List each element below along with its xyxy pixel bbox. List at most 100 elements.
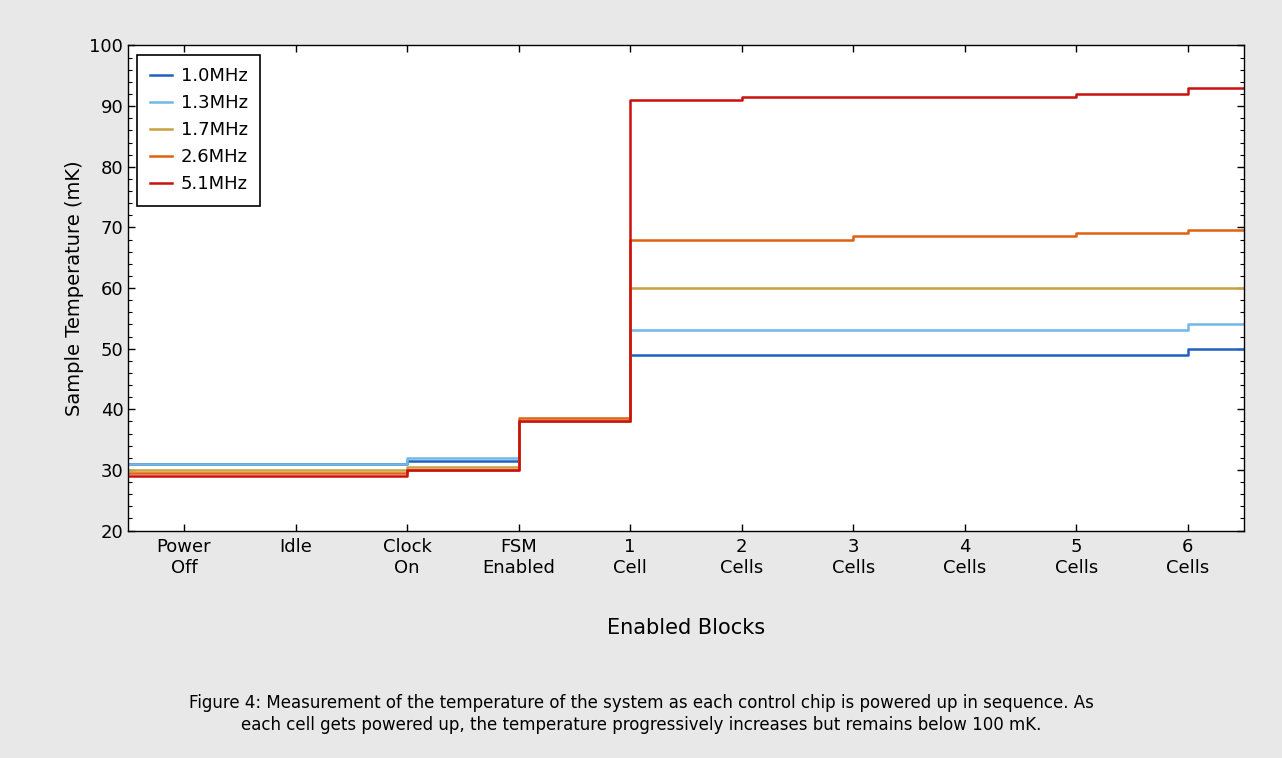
2.6MHz xyxy=(623,414,638,423)
1.3MHz xyxy=(956,326,972,335)
1.7MHz xyxy=(623,417,638,426)
1.0MHz xyxy=(1236,344,1251,353)
5.1MHz xyxy=(287,471,303,481)
1.0MHz xyxy=(1179,344,1195,353)
1.7MHz xyxy=(846,283,862,293)
1.0MHz xyxy=(1179,350,1195,359)
1.3MHz xyxy=(733,326,749,335)
1.0MHz xyxy=(287,459,303,468)
Line: 1.7MHz: 1.7MHz xyxy=(128,288,1244,470)
1.0MHz xyxy=(400,459,415,468)
5.1MHz xyxy=(846,92,862,102)
Text: 1
Cell: 1 Cell xyxy=(613,538,647,577)
Text: Idle: Idle xyxy=(279,538,312,556)
5.1MHz xyxy=(733,96,749,105)
1.0MHz xyxy=(956,350,972,359)
Line: 5.1MHz: 5.1MHz xyxy=(128,88,1244,476)
Text: Figure 4: Measurement of the temperature of the system as each control chip is p: Figure 4: Measurement of the temperature… xyxy=(188,694,1094,712)
5.1MHz xyxy=(1069,89,1085,99)
1.3MHz xyxy=(510,453,526,462)
1.7MHz xyxy=(846,283,862,293)
Text: 6
Cells: 6 Cells xyxy=(1167,538,1209,577)
1.0MHz xyxy=(510,456,526,465)
1.3MHz xyxy=(846,326,862,335)
2.6MHz xyxy=(121,468,136,478)
Text: 4
Cells: 4 Cells xyxy=(944,538,986,577)
1.7MHz xyxy=(1179,283,1195,293)
1.3MHz xyxy=(846,326,862,335)
1.3MHz xyxy=(623,417,638,426)
2.6MHz xyxy=(400,468,415,478)
2.6MHz xyxy=(510,465,526,475)
1.3MHz xyxy=(846,326,862,335)
1.0MHz xyxy=(1069,350,1085,359)
1.7MHz xyxy=(956,283,972,293)
1.0MHz xyxy=(1179,350,1195,359)
1.7MHz xyxy=(510,462,526,471)
1.7MHz xyxy=(1069,283,1085,293)
5.1MHz xyxy=(510,465,526,475)
1.0MHz xyxy=(400,459,415,468)
1.3MHz xyxy=(956,326,972,335)
1.7MHz xyxy=(1179,283,1195,293)
1.3MHz xyxy=(400,453,415,462)
2.6MHz xyxy=(400,465,415,475)
1.0MHz xyxy=(1069,350,1085,359)
1.0MHz xyxy=(510,417,526,426)
2.6MHz xyxy=(733,235,749,244)
1.0MHz xyxy=(623,417,638,426)
1.3MHz xyxy=(287,459,303,468)
5.1MHz xyxy=(846,92,862,102)
1.3MHz xyxy=(177,459,192,468)
1.7MHz xyxy=(400,465,415,475)
2.6MHz xyxy=(400,468,415,478)
2.6MHz xyxy=(287,468,303,478)
1.0MHz xyxy=(846,350,862,359)
1.7MHz xyxy=(1179,283,1195,293)
1.0MHz xyxy=(177,459,192,468)
1.3MHz xyxy=(623,417,638,426)
Y-axis label: Sample Temperature (mK): Sample Temperature (mK) xyxy=(65,160,83,416)
2.6MHz xyxy=(510,414,526,423)
1.7MHz xyxy=(400,462,415,471)
2.6MHz xyxy=(846,235,862,244)
1.3MHz xyxy=(1179,326,1195,335)
1.7MHz xyxy=(287,465,303,475)
5.1MHz xyxy=(510,465,526,475)
Legend: 1.0MHz, 1.3MHz, 1.7MHz, 2.6MHz, 5.1MHz: 1.0MHz, 1.3MHz, 1.7MHz, 2.6MHz, 5.1MHz xyxy=(137,55,260,206)
1.3MHz xyxy=(733,326,749,335)
1.3MHz xyxy=(1069,326,1085,335)
1.0MHz xyxy=(121,459,136,468)
Line: 1.0MHz: 1.0MHz xyxy=(128,349,1244,464)
1.0MHz xyxy=(510,456,526,465)
1.7MHz xyxy=(623,283,638,293)
2.6MHz xyxy=(623,414,638,423)
1.7MHz xyxy=(1069,283,1085,293)
5.1MHz xyxy=(1179,89,1195,99)
1.3MHz xyxy=(400,459,415,468)
1.3MHz xyxy=(1236,320,1251,329)
1.7MHz xyxy=(510,417,526,426)
2.6MHz xyxy=(956,232,972,241)
1.0MHz xyxy=(177,459,192,468)
1.3MHz xyxy=(1069,326,1085,335)
5.1MHz xyxy=(623,417,638,426)
1.3MHz xyxy=(733,326,749,335)
Line: 1.3MHz: 1.3MHz xyxy=(128,324,1244,464)
1.7MHz xyxy=(733,283,749,293)
1.7MHz xyxy=(510,462,526,471)
1.3MHz xyxy=(1069,326,1085,335)
1.3MHz xyxy=(510,417,526,426)
1.7MHz xyxy=(287,465,303,475)
2.6MHz xyxy=(733,235,749,244)
1.7MHz xyxy=(400,465,415,475)
1.7MHz xyxy=(1069,283,1085,293)
1.3MHz xyxy=(121,459,136,468)
5.1MHz xyxy=(733,96,749,105)
1.0MHz xyxy=(733,350,749,359)
5.1MHz xyxy=(623,96,638,105)
5.1MHz xyxy=(287,471,303,481)
2.6MHz xyxy=(1179,229,1195,238)
1.7MHz xyxy=(177,465,192,475)
1.0MHz xyxy=(846,350,862,359)
